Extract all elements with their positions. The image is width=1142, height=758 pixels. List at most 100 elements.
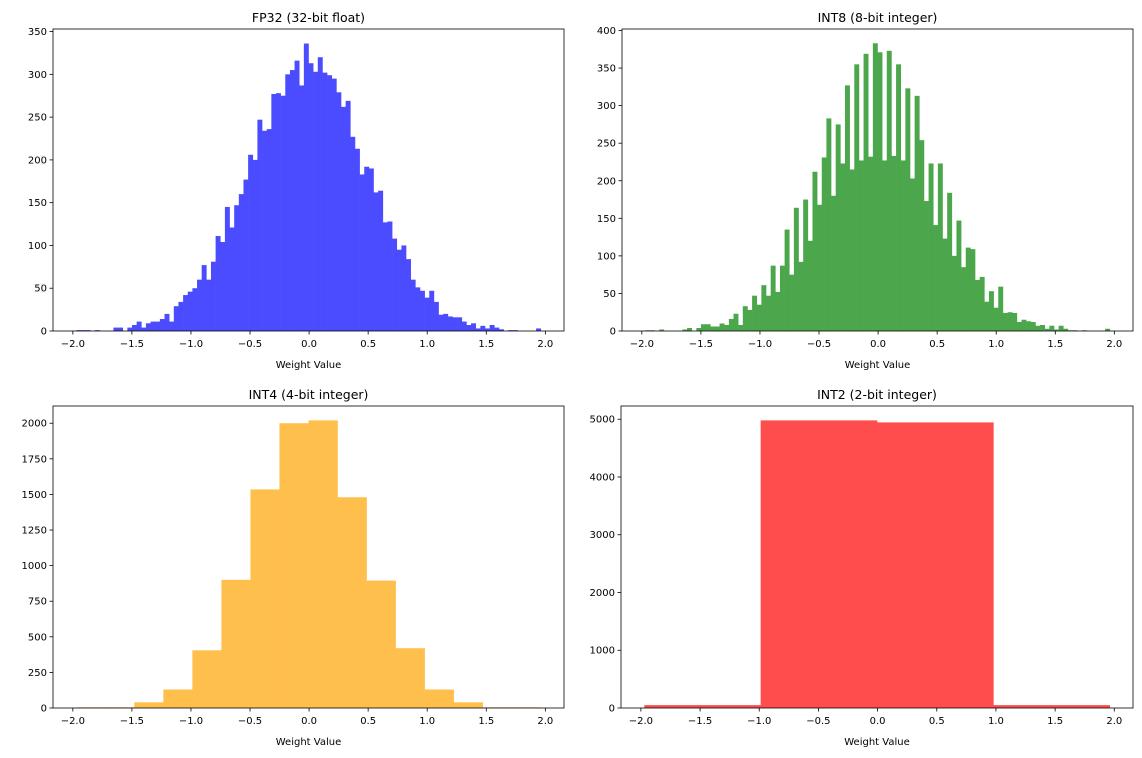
histogram-bar: [489, 325, 495, 331]
histogram-bar: [858, 160, 864, 331]
histogram-bar: [923, 201, 929, 331]
subplot-title: INT2 (2-bit integer): [817, 387, 937, 402]
histogram-bar: [350, 136, 356, 331]
x-axis-label: Weight Value: [276, 360, 341, 371]
histogram-bar: [336, 92, 342, 332]
histogram-bar: [373, 192, 379, 331]
histogram-bar: [919, 140, 925, 331]
histogram-bar: [719, 323, 725, 331]
histogram-bar: [76, 330, 82, 331]
x-tick-label: −1.0: [179, 339, 203, 350]
histogram-bar: [988, 291, 994, 331]
histogram-bar: [453, 702, 483, 708]
histogram-bar: [419, 290, 425, 331]
histogram-bar: [993, 307, 999, 331]
y-tick-label: 350: [28, 27, 47, 38]
histogram-bar: [1016, 321, 1022, 331]
y-tick-label: 1000: [22, 561, 47, 572]
histogram-bar: [1007, 312, 1013, 331]
histogram-bar: [905, 88, 911, 331]
histogram-bar: [854, 64, 860, 331]
histogram-bar: [947, 192, 953, 331]
histogram-bar: [882, 160, 888, 331]
histogram-bar: [178, 301, 184, 331]
histogram-bar: [433, 301, 439, 331]
histogram-bar: [173, 306, 179, 331]
y-tick-label: 300: [597, 101, 616, 112]
x-tick-label: 1.0: [419, 716, 435, 727]
y-tick-label: 100: [28, 241, 47, 252]
histogram-bar: [696, 327, 702, 331]
x-tick-label: −2.0: [61, 339, 85, 350]
histogram-bar: [1021, 319, 1027, 331]
histogram-bar: [817, 204, 823, 331]
histogram-bar: [900, 160, 906, 331]
x-tick-label: 1.0: [988, 339, 1004, 350]
histogram-bar: [163, 689, 193, 708]
histogram-bar: [896, 64, 902, 331]
histogram-bar: [396, 249, 402, 331]
histogram-bar: [742, 306, 748, 331]
histogram-bar: [429, 290, 435, 331]
histogram-bar: [345, 100, 351, 332]
y-tick-label: 100: [597, 251, 616, 262]
histogram-bar: [961, 267, 967, 331]
histogram-bar: [466, 325, 472, 331]
histogram-bar: [378, 190, 384, 331]
histogram-bar: [891, 155, 897, 331]
histogram-bar: [322, 72, 328, 332]
histogram-bar: [766, 295, 771, 331]
histogram-bar: [1012, 312, 1018, 331]
histogram-bar: [395, 648, 425, 708]
histogram-bar: [266, 129, 272, 331]
histogram-bar: [979, 276, 985, 331]
histogram-bar: [984, 301, 990, 331]
y-tick-label: 1500: [22, 490, 47, 501]
histogram-bar: [705, 324, 711, 331]
y-tick-label: 50: [603, 289, 616, 300]
histogram-bar: [354, 148, 360, 331]
histogram-bar: [401, 245, 407, 331]
y-tick-label: 400: [597, 26, 616, 37]
x-tick-label: 2.0: [537, 716, 553, 727]
x-tick-label: −1.5: [120, 339, 144, 350]
histogram-bar: [951, 255, 957, 331]
histogram-bar: [644, 705, 761, 708]
histogram-bar: [993, 705, 1110, 708]
histogram-bar: [760, 420, 878, 708]
histogram-bar: [280, 95, 286, 331]
subplot-4: −2.0 −1.5 −1.0 −0.5 0.0 0.5 1.0 1.5 2.0 0 1000 2000…: [590, 387, 1134, 748]
histogram-bar: [914, 95, 920, 332]
histogram-bar: [1063, 328, 1069, 331]
histogram-bar: [761, 285, 767, 331]
y-tick-label: 0: [41, 704, 47, 715]
histogram-bar: [248, 154, 254, 331]
histogram-bar: [798, 261, 804, 331]
histogram-bar: [475, 328, 481, 331]
x-tick-label: −2.0: [61, 716, 85, 727]
histogram-bar: [965, 247, 971, 331]
histogram-bar: [536, 328, 542, 331]
histogram-bar: [224, 206, 230, 331]
y-tick-label: 1250: [22, 526, 47, 537]
x-tick-label: −1.5: [689, 339, 713, 350]
histogram-bar: [127, 327, 133, 331]
x-tick-label: −0.5: [806, 716, 830, 727]
histogram-bar: [461, 321, 467, 331]
histogram-bar: [410, 279, 416, 331]
histogram-bar: [910, 178, 915, 331]
y-tick-label: 150: [28, 198, 47, 209]
histogram-bar: [937, 163, 943, 331]
histogram-bar: [387, 221, 393, 331]
histogram-bar: [868, 156, 874, 331]
histogram-bar: [234, 205, 240, 331]
axes-frame: [621, 28, 1134, 332]
histogram-bar: [710, 326, 716, 331]
x-tick-label: −0.5: [238, 716, 262, 727]
x-tick-label: 1.5: [1047, 716, 1063, 727]
histogram-bar: [508, 330, 514, 331]
histogram-bar: [877, 52, 883, 331]
histogram-bar: [840, 163, 846, 331]
histogram-bar: [1030, 321, 1036, 331]
histogram-bar: [457, 317, 463, 331]
